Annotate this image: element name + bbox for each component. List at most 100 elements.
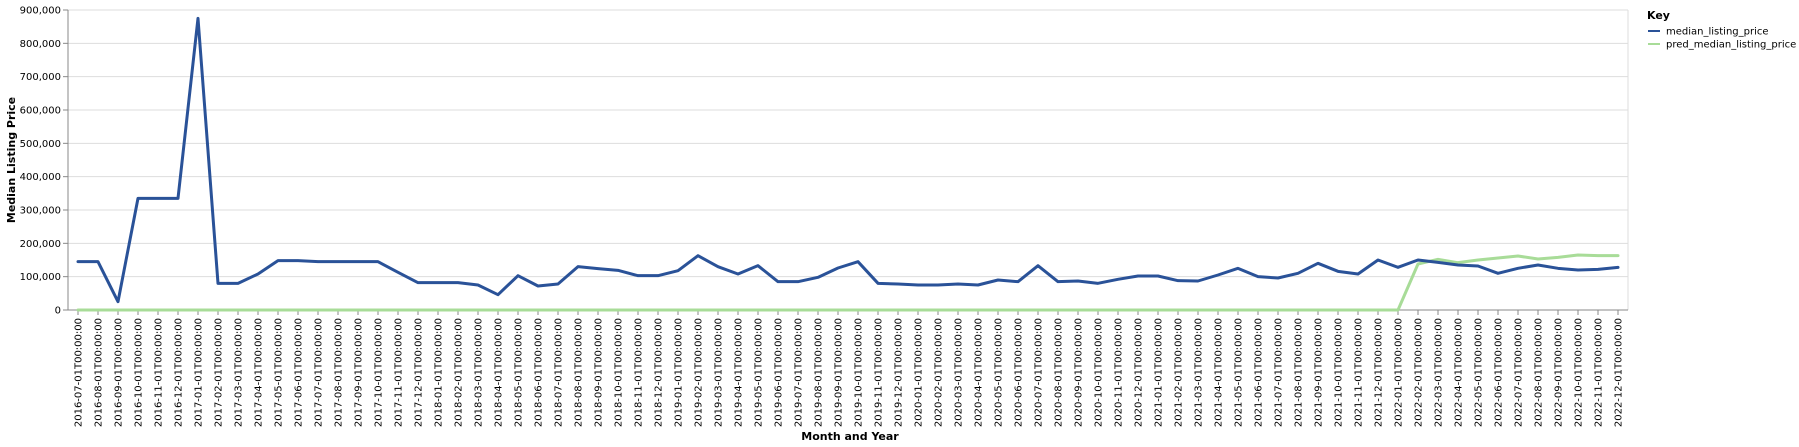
x-axis-title: Month and Year xyxy=(801,430,899,443)
x-tick-label: 2021-08-01T00:00:00 xyxy=(1294,318,1305,427)
x-tick-label: 2017-06-01T00:00:00 xyxy=(294,318,305,427)
x-tick-label: 2022-11-01T00:00:00 xyxy=(1594,318,1605,427)
x-tick-label: 2017-07-01T00:00:00 xyxy=(314,318,325,427)
x-tick-label: 2019-02-01T00:00:00 xyxy=(694,318,705,427)
x-tick-label: 2021-12-01T00:00:00 xyxy=(1374,318,1385,427)
x-tick-label: 2020-05-01T00:00:00 xyxy=(994,318,1005,427)
x-tick-label: 2021-11-01T00:00:00 xyxy=(1354,318,1365,427)
x-tick-label: 2021-02-01T00:00:00 xyxy=(1174,318,1185,427)
x-tick-label: 2022-04-01T00:00:00 xyxy=(1454,318,1465,427)
x-tick-label: 2018-08-01T00:00:00 xyxy=(574,318,585,427)
x-tick-label: 2022-05-01T00:00:00 xyxy=(1474,318,1485,427)
y-tick-label: 500,000 xyxy=(20,139,61,150)
x-tick-label: 2017-09-01T00:00:00 xyxy=(354,318,365,427)
x-tick-label: 2016-11-01T00:00:00 xyxy=(154,318,165,427)
x-tick-label: 2018-07-01T00:00:00 xyxy=(554,318,565,427)
x-tick-label: 2021-06-01T00:00:00 xyxy=(1254,318,1265,427)
x-tick-label: 2018-05-01T00:00:00 xyxy=(514,318,525,427)
y-tick-label: 100,000 xyxy=(20,272,61,283)
y-axis: 0 100,000 200,000 300,000 400,000 500,000 600,… xyxy=(20,6,69,317)
y-tick-label: 300,000 xyxy=(20,206,61,217)
x-tick-label: 2018-12-01T00:00:00 xyxy=(654,318,665,427)
y-tick-label: 700,000 xyxy=(20,72,61,83)
x-tick-label: 2016-09-01T00:00:00 xyxy=(114,318,125,427)
x-tick-label: 2020-02-01T00:00:00 xyxy=(934,318,945,427)
x-tick-label: 2016-07-01T00:00:00 xyxy=(74,318,85,427)
x-tick-label: 2016-12-01T00:00:00 xyxy=(174,318,185,427)
x-tick-label: 2018-01-01T00:00:00 xyxy=(434,318,445,427)
x-tick-label: 2020-06-01T00:00:00 xyxy=(1014,318,1025,427)
x-tick-label: 2022-12-01T00:00:00 xyxy=(1614,318,1625,427)
series-line-median-listing-price xyxy=(76,16,1620,304)
y-tick-label: 200,000 xyxy=(20,239,61,250)
legend-label: pred_median_listing_price xyxy=(1666,40,1796,51)
x-tick-label: 2021-01-01T00:00:00 xyxy=(1154,318,1165,427)
x-tick-label: 2021-04-01T00:00:00 xyxy=(1214,318,1225,427)
x-tick-label: 2017-08-01T00:00:00 xyxy=(334,318,345,427)
x-tick-label: 2017-01-01T00:00:00 xyxy=(194,318,205,427)
x-tick-label: 2018-11-01T00:00:00 xyxy=(634,318,645,427)
x-tick-label: 2018-03-01T00:00:00 xyxy=(474,318,485,427)
x-tick-label: 2017-12-01T00:00:00 xyxy=(414,318,425,427)
x-tick-label: 2019-08-01T00:00:00 xyxy=(814,318,825,427)
x-tick-label: 2019-03-01T00:00:00 xyxy=(714,318,725,427)
x-tick-label: 2019-01-01T00:00:00 xyxy=(674,318,685,427)
x-tick-label: 2020-07-01T00:00:00 xyxy=(1034,318,1045,427)
y-tick-label: 400,000 xyxy=(20,172,61,183)
x-tick-label: 2020-03-01T00:00:00 xyxy=(954,318,965,427)
x-tick-label: 2022-03-01T00:00:00 xyxy=(1434,318,1445,427)
x-tick-label: 2016-08-01T00:00:00 xyxy=(94,318,105,427)
x-tick-label: 2022-07-01T00:00:00 xyxy=(1514,318,1525,427)
x-tick-label: 2018-10-01T00:00:00 xyxy=(614,318,625,427)
x-tick-label: 2022-01-01T00:00:00 xyxy=(1394,318,1405,427)
y-tick-label: 900,000 xyxy=(20,6,61,17)
x-tick-label: 2020-08-01T00:00:00 xyxy=(1054,318,1065,427)
x-tick-label: 2019-09-01T00:00:00 xyxy=(834,318,845,427)
x-tick-label: 2022-02-01T00:00:00 xyxy=(1414,318,1425,427)
y-tick-label: 0 xyxy=(55,306,61,317)
x-tick-label: 2018-06-01T00:00:00 xyxy=(534,318,545,427)
x-tick-label: 2018-04-01T00:00:00 xyxy=(494,318,505,427)
x-axis: 2016-07-01T00:00:00 2016-08-01T00:00:00 20… xyxy=(68,309,1628,427)
x-tick-label: 2018-09-01T00:00:00 xyxy=(594,318,605,427)
x-tick-label: 2020-09-01T00:00:00 xyxy=(1074,318,1085,427)
x-tick-label: 2019-11-01T00:00:00 xyxy=(874,318,885,427)
x-tick-label: 2018-02-01T00:00:00 xyxy=(454,318,465,427)
x-tick-label: 2016-10-01T00:00:00 xyxy=(134,318,145,427)
legend: Key median_listing_price pred_median_list… xyxy=(1647,9,1796,51)
legend-title: Key xyxy=(1647,9,1670,22)
series-layer xyxy=(76,16,1620,312)
x-tick-label: 2017-02-01T00:00:00 xyxy=(214,318,225,427)
x-tick-label: 2022-06-01T00:00:00 xyxy=(1494,318,1505,427)
x-tick-label: 2019-07-01T00:00:00 xyxy=(794,318,805,427)
x-tick-label: 2017-03-01T00:00:00 xyxy=(234,318,245,427)
y-axis-title: Median Listing Price xyxy=(5,97,18,223)
y-tick-label: 800,000 xyxy=(20,39,61,50)
x-tick-label: 2021-10-01T00:00:00 xyxy=(1334,318,1345,427)
x-tick-label: 2021-05-01T00:00:00 xyxy=(1234,318,1245,427)
x-tick-label: 2019-12-01T00:00:00 xyxy=(894,318,905,427)
x-tick-label: 2017-11-01T00:00:00 xyxy=(394,318,405,427)
grid-lines xyxy=(68,9,1629,311)
series-line-pred-median-listing-price xyxy=(76,253,1620,312)
x-tick-label: 2020-12-01T00:00:00 xyxy=(1134,318,1145,427)
x-tick-label: 2017-10-01T00:00:00 xyxy=(374,318,385,427)
x-tick-label: 2021-07-01T00:00:00 xyxy=(1274,318,1285,427)
x-tick-label: 2019-04-01T00:00:00 xyxy=(734,318,745,427)
x-tick-label: 2022-09-01T00:00:00 xyxy=(1554,318,1565,427)
x-tick-label: 2021-03-01T00:00:00 xyxy=(1194,318,1205,427)
x-tick-label: 2022-10-01T00:00:00 xyxy=(1574,318,1585,427)
x-tick-label: 2020-01-01T00:00:00 xyxy=(914,318,925,427)
x-tick-label: 2021-09-01T00:00:00 xyxy=(1314,318,1325,427)
x-tick-label: 2020-10-01T00:00:00 xyxy=(1094,318,1105,427)
y-tick-label: 600,000 xyxy=(20,106,61,117)
x-tick-label: 2019-06-01T00:00:00 xyxy=(774,318,785,427)
x-tick-label: 2017-04-01T00:00:00 xyxy=(254,318,265,427)
x-tick-label: 2019-05-01T00:00:00 xyxy=(754,318,765,427)
x-tick-label: 2019-10-01T00:00:00 xyxy=(854,318,865,427)
x-tick-label: 2020-04-01T00:00:00 xyxy=(974,318,985,427)
legend-label: median_listing_price xyxy=(1666,27,1769,38)
x-tick-label: 2017-05-01T00:00:00 xyxy=(274,318,285,427)
x-tick-label: 2020-11-01T00:00:00 xyxy=(1114,318,1125,427)
